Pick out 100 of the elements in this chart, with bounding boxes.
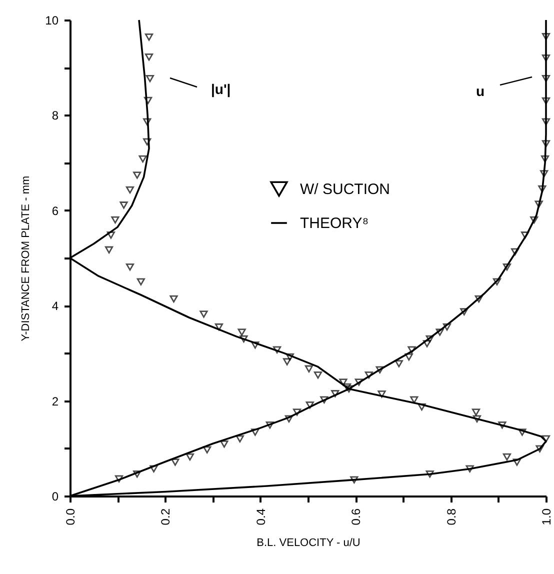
point [474,295,483,303]
point [238,328,246,336]
point [344,385,353,393]
point [104,246,114,254]
point [408,346,416,354]
point [436,328,444,336]
point [331,390,340,398]
point [144,34,154,41]
point [492,278,502,286]
point [542,54,550,62]
point [472,408,480,416]
point [284,415,294,422]
point [133,172,142,179]
point [143,118,152,126]
point [200,310,208,318]
point [542,33,550,40]
point [511,248,520,256]
point [466,465,474,472]
point [111,216,120,224]
point [203,446,212,454]
point [364,371,373,379]
x-tick-label: 0.0 [64,508,78,526]
x-tick-label: 0.2 [158,508,173,526]
y-tick-label: 4 [52,299,59,314]
point [418,403,426,411]
point [530,216,538,224]
point [426,335,434,343]
point [422,340,432,348]
point [394,360,403,368]
point [306,401,314,409]
point [220,440,228,448]
point [354,378,363,386]
point [114,475,124,482]
point [273,346,282,354]
point [536,445,544,452]
point [144,54,154,61]
point [283,358,292,366]
point [542,435,550,442]
point [150,465,158,472]
point [106,232,115,239]
legend-label: THEORY⁸ [300,215,369,232]
point [266,421,274,429]
legend-label: W/ SUCTION [300,181,390,198]
point [133,470,142,478]
point [126,186,134,194]
point [144,96,152,104]
point [376,366,384,374]
y-tick-label: 8 [52,108,59,123]
point [534,200,543,208]
x-tick-label: 0.6 [349,508,364,526]
y-tick-label: 6 [52,204,59,218]
point [240,335,248,343]
point [540,155,550,163]
point [378,390,386,398]
point [350,476,358,484]
point [304,365,314,373]
y-axis-title: Y-DISTANCE FROM PLATE - mm [20,176,32,342]
x-tick-label: 0.8 [444,508,458,526]
point [143,138,152,146]
annotation: |u'| [211,81,231,98]
point [498,421,506,429]
point [293,408,302,416]
point [171,458,180,466]
point [542,74,550,82]
point [339,378,348,386]
point [170,295,178,303]
x-axis-title: B.L. VELOCITY - u/U [256,537,360,550]
point [146,74,154,82]
point [502,453,512,461]
point [521,232,530,239]
y-tick-label: 2 [52,394,59,408]
point [320,396,328,404]
point [512,458,522,466]
point [426,470,434,478]
point [502,263,512,271]
point [286,353,294,361]
point [120,202,128,209]
annotation: u [476,83,485,99]
point [542,97,550,105]
point [126,263,134,271]
point [442,323,452,331]
point [540,170,548,178]
x-tick-label: 0.4 [254,508,268,526]
point [314,371,322,379]
point [472,415,482,422]
point [404,353,413,361]
point [214,323,224,331]
point [410,396,418,404]
point [538,185,546,193]
point [342,383,352,391]
point [518,428,526,436]
y-tick-label: 10 [45,14,59,28]
point [251,342,260,349]
point [542,118,550,126]
x-tick-label: 1.0 [540,508,554,526]
point [542,140,550,148]
point [136,278,145,286]
point [251,428,260,436]
y-tick-label: 0 [52,490,59,504]
point [138,155,147,163]
